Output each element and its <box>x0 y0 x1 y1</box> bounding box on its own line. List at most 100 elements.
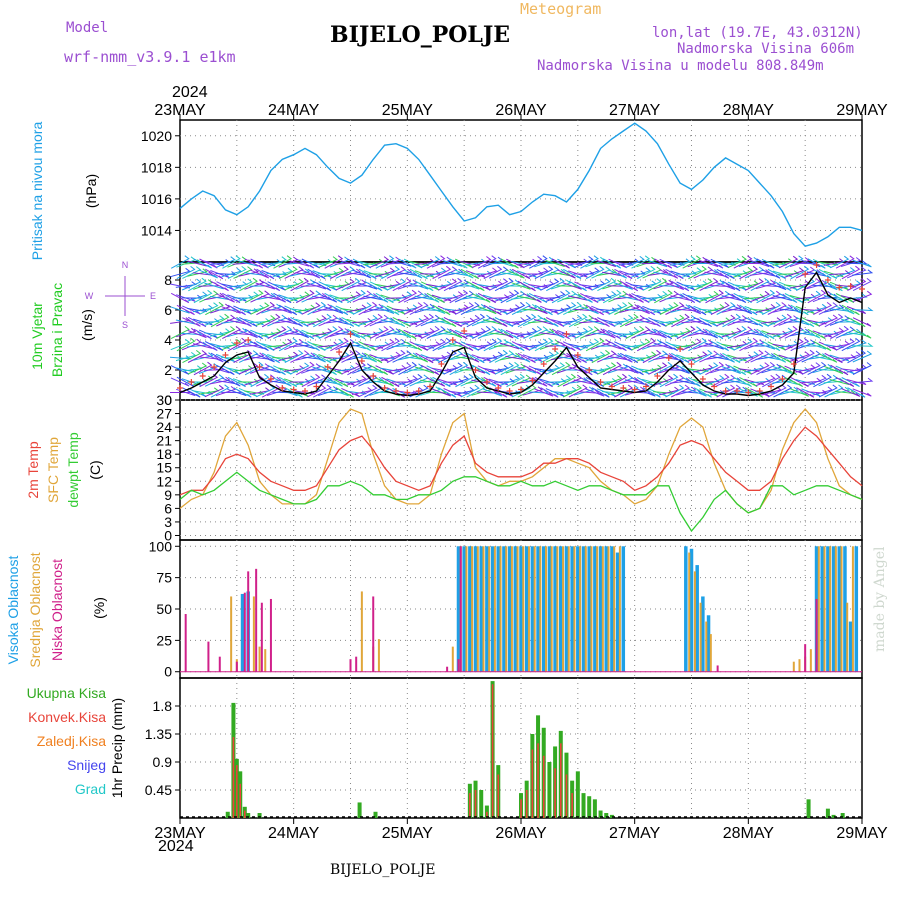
cloud-bar-high <box>530 546 535 672</box>
wind-barb <box>727 255 747 269</box>
cloud-bar-high <box>598 546 603 672</box>
precip-bar-convective <box>531 749 534 818</box>
precip-bar-total <box>581 793 586 818</box>
wind-barb <box>556 317 578 324</box>
wind-barb <box>306 293 328 301</box>
wind-barb <box>324 255 344 269</box>
cloud-bar-mid <box>573 546 576 672</box>
wind-ylabel: 10m Vjetar <box>29 302 45 370</box>
wind-barb <box>851 377 874 384</box>
wind-barb <box>778 307 800 312</box>
wind-gust-marker <box>267 376 274 382</box>
cloud-bar-high <box>536 546 540 672</box>
precip-bar-convective <box>542 755 545 818</box>
wind-barb <box>465 377 487 384</box>
wind-barb <box>244 318 264 326</box>
wind-barb <box>716 314 736 327</box>
wind-barb <box>540 317 559 327</box>
wind-barb <box>761 317 783 324</box>
cloud-bar-high <box>610 546 614 672</box>
wind-barb <box>568 384 588 398</box>
wind-barb <box>318 364 337 376</box>
wind-barb <box>841 377 860 387</box>
precip-bar-total <box>257 813 262 818</box>
wind-barb <box>284 278 304 291</box>
wind-barb <box>534 351 555 362</box>
wind-barb <box>477 326 497 339</box>
wind-barb <box>448 352 470 361</box>
wind-barb <box>409 282 429 290</box>
wind-barb <box>414 328 436 338</box>
wind-barb <box>283 294 306 299</box>
cloud-bar-mid <box>377 639 380 672</box>
precip-bar-total <box>806 799 811 818</box>
wind-barb <box>283 331 306 336</box>
wind-barb <box>375 306 395 314</box>
precip-bar-convective <box>236 765 238 818</box>
cloud-bar-low <box>349 659 352 672</box>
wind-barb <box>580 255 599 269</box>
wind-barb <box>176 304 195 316</box>
wind-barb <box>233 350 253 364</box>
wind-barb <box>397 279 418 290</box>
wind-barb <box>454 269 474 279</box>
wind-barb <box>840 295 861 301</box>
wind-barb <box>454 317 476 324</box>
cloud-bar-mid <box>709 634 712 672</box>
cloud-bar-mid <box>258 646 261 672</box>
wind-barb <box>773 352 792 364</box>
precip-bar-total <box>825 808 830 818</box>
wind-barb <box>817 330 840 335</box>
wind-barb <box>671 313 690 328</box>
wind-barb <box>812 283 834 288</box>
wind-barb <box>375 326 395 339</box>
wind-barb <box>755 342 776 350</box>
wind-barb <box>756 289 776 304</box>
precip-bar-total <box>604 813 609 818</box>
wind-barb <box>817 367 840 372</box>
precip-ytick-label: 1.8 <box>153 698 173 714</box>
wind-barb <box>278 304 298 316</box>
wind-barb <box>568 352 587 364</box>
wind-gust-marker <box>620 385 627 391</box>
wind-gust-marker <box>699 376 706 382</box>
cloud-bar-high <box>496 546 501 672</box>
wind-barb <box>403 373 423 388</box>
precip-bar-total <box>831 814 836 818</box>
wind-barb <box>204 341 224 351</box>
wind-barb <box>187 350 207 363</box>
wind-barb <box>630 338 651 351</box>
wind-barb <box>789 351 810 362</box>
wind-barb <box>182 387 201 398</box>
wind-barb <box>500 289 520 304</box>
wind-barb <box>261 280 281 292</box>
wind-barb <box>256 301 276 316</box>
wind-barb <box>739 265 759 280</box>
wind-barb <box>392 362 412 375</box>
wind-barb <box>852 269 874 276</box>
wind-barb <box>330 337 349 352</box>
x-tick-label-bottom: 29MAY <box>836 825 888 842</box>
wind-barb <box>176 337 196 352</box>
wind-barb <box>659 302 679 315</box>
wind-barb <box>801 329 821 339</box>
wind-barb <box>414 377 436 384</box>
wind-barb <box>596 329 616 339</box>
wind-barb <box>789 295 810 301</box>
wind-barb <box>209 259 232 265</box>
temperature-ytick-label: 15 <box>156 460 172 476</box>
cloud-bar-high <box>604 546 608 672</box>
precip-bar-total <box>357 802 362 818</box>
wind-barb <box>619 352 639 364</box>
precip-bar-total <box>479 790 484 818</box>
wind-barb <box>687 328 709 337</box>
wind-barb <box>340 378 362 383</box>
wind-barb <box>477 292 496 304</box>
mid-cloud-ylabel: Srednja Oblacnost <box>27 552 43 667</box>
wind-barb <box>641 294 664 300</box>
wind-barb <box>688 304 707 316</box>
wind-barb <box>539 294 561 299</box>
wind-barb <box>301 363 322 374</box>
wind-barb <box>391 378 414 383</box>
wind-barb <box>307 268 326 280</box>
